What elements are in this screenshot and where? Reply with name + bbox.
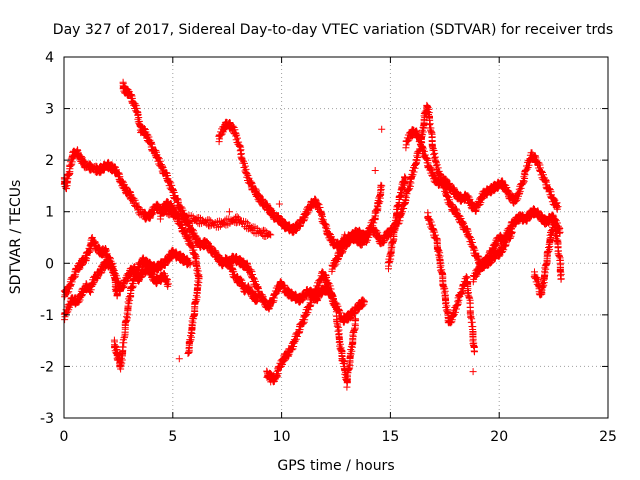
data-series-arc-12 — [402, 126, 562, 215]
x-tick-label: 25 — [599, 429, 617, 445]
points-layer — [60, 78, 565, 391]
x-tick-label: 10 — [273, 429, 291, 445]
data-series-outliers — [117, 125, 477, 391]
y-tick-label: 1 — [45, 205, 54, 221]
x-tick-label: 0 — [60, 429, 69, 445]
y-tick-label: 4 — [45, 50, 54, 66]
data-series-arc-14 — [424, 209, 478, 356]
y-tick-label: 3 — [45, 102, 54, 118]
data-series-arc-13 — [385, 173, 410, 273]
x-tick-label: 20 — [490, 429, 508, 445]
data-series-arc-9 — [263, 268, 360, 387]
data-series-arc-6 — [156, 198, 203, 357]
x-tick-label: 15 — [381, 429, 399, 445]
y-tick-label: 0 — [45, 256, 54, 272]
data-series-arc-16 — [530, 218, 565, 299]
x-axis-label: GPS time / hours — [277, 458, 394, 474]
y-tick-label: -2 — [40, 359, 54, 375]
plot-frame — [63, 56, 609, 419]
x-tick-label: 5 — [168, 429, 177, 445]
y-tick-label: -3 — [40, 411, 54, 427]
data-series-arc-10 — [328, 181, 386, 275]
chart-title: Day 327 of 2017, Sidereal Day-to-day VTE… — [53, 22, 613, 38]
ticks-layer: 0 5 10 15 20 25 -3 -2 -1 0 1 2 3 4 — [40, 50, 617, 445]
y-axis-label: SDTVAR / TECUs — [8, 180, 24, 295]
y-tick-label: -1 — [40, 308, 54, 324]
data-series-arc-15 — [469, 228, 516, 286]
y-tick-label: 2 — [45, 153, 54, 169]
data-series-arc-4 — [110, 246, 194, 371]
